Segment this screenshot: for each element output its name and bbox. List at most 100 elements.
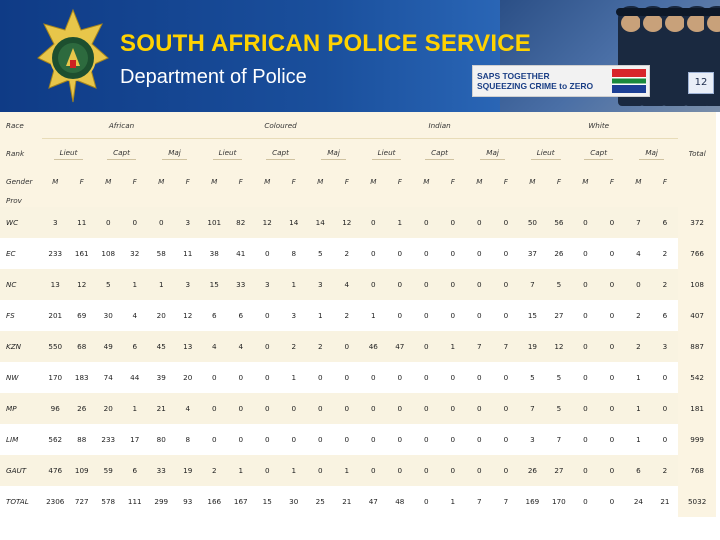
value-cell: 20 [148,300,175,331]
rank-header-text: Lieut [371,148,402,160]
value-cell: 96 [42,393,69,424]
value-cell: 0 [360,362,387,393]
rank-header-text: Maj [480,148,505,160]
value-cell: 6 [121,331,148,362]
value-cell: 0 [651,362,679,393]
value-cell: 15 [519,300,546,331]
rank-header-text: Maj [162,148,187,160]
value-cell: 1 [121,269,148,300]
value-cell: 0 [598,238,626,269]
table-row: KZN 550 68 49 6 45 13 4 4 0 2 2 0 46 47 0 1 7 7 19 12 0 0 2 3 887 [0,331,717,362]
gender-header-m: M [148,169,175,193]
page-subtitle: Department of Police [120,66,307,88]
value-cell: 166 [201,486,228,517]
gender-header-f: F [174,169,201,193]
rank-header-text: Capt [107,148,136,160]
prov-label: Prov [0,193,717,207]
value-cell: 20 [95,393,122,424]
total-cell: 766 [678,238,717,269]
rank-header-text: Capt [425,148,454,160]
province-cell: NW [0,362,42,393]
value-cell: 26 [68,393,95,424]
value-cell: 3 [651,331,679,362]
value-cell: 5 [545,393,573,424]
value-cell: 1 [439,486,467,517]
value-cell: 1 [439,331,467,362]
province-cell: NC [0,269,42,300]
value-cell: 11 [174,238,201,269]
value-cell: 0 [360,269,387,300]
value-cell: 1 [280,362,307,393]
value-cell: 0 [413,207,440,238]
rank-header-maj: Maj [625,138,679,169]
gender-header-m: M [466,169,493,193]
value-cell: 1 [280,269,307,300]
value-cell: 2 [280,331,307,362]
value-cell: 0 [572,331,599,362]
value-cell: 0 [492,207,520,238]
gender-header-f: F [227,169,254,193]
value-cell: 24 [625,486,652,517]
value-cell: 0 [307,424,334,455]
value-cell: 19 [174,455,201,486]
value-cell: 0 [360,238,387,269]
value-cell: 2 [651,238,679,269]
value-cell: 33 [227,269,254,300]
value-cell: 74 [95,362,122,393]
value-cell: 0 [651,393,679,424]
value-cell: 0 [148,207,175,238]
value-cell: 12 [545,331,573,362]
value-cell: 8 [280,238,307,269]
table-row: GAUT 476 109 59 6 33 19 2 1 0 1 0 1 0 0 0 0 0 0 26 27 0 0 6 2 768 [0,455,717,486]
value-cell: 0 [413,300,440,331]
value-cell: 0 [439,455,467,486]
value-cell: 48 [386,486,414,517]
value-cell: 0 [466,207,493,238]
table-row: EC 233 161 108 32 58 11 38 41 0 8 5 2 0 0 0 0 0 0 37 26 0 0 4 2 7… [0,238,717,269]
value-cell: 0 [254,455,281,486]
value-cell: 6 [651,207,679,238]
gender-header-m: M [42,169,69,193]
value-cell: 41 [227,238,254,269]
value-cell: 0 [572,424,599,455]
value-cell: 101 [201,207,228,238]
value-cell: 8 [174,424,201,455]
value-cell: 5 [545,362,573,393]
value-cell: 0 [572,362,599,393]
value-cell: 0 [466,362,493,393]
rank-header-lieut: Lieut [201,138,254,169]
slogan-line-1: SAPS TOGETHER [477,71,550,81]
race-african: African [42,112,201,139]
value-cell: 0 [572,238,599,269]
value-cell: 4 [174,393,201,424]
value-cell: 1 [121,393,148,424]
rank-header-text: Maj [321,148,346,160]
value-cell: 169 [519,486,546,517]
value-cell: 3 [280,300,307,331]
prov-header-row: Prov [0,193,717,207]
race-total-blank [678,112,717,139]
value-cell: 0 [598,455,626,486]
page-number: 12 [688,72,714,94]
value-cell: 0 [572,486,599,517]
gender-header-m: M [360,169,387,193]
value-cell: 82 [227,207,254,238]
value-cell: 4 [625,238,652,269]
value-cell: 578 [95,486,122,517]
gender-header-m: M [625,169,652,193]
value-cell: 0 [466,269,493,300]
value-cell: 2 [307,331,334,362]
total-cell: 542 [678,362,717,393]
value-cell: 7 [625,207,652,238]
value-cell: 0 [598,331,626,362]
province-cell: LIM [0,424,42,455]
race-label: Race [0,112,42,139]
value-cell: 1 [333,455,361,486]
value-cell: 5 [95,269,122,300]
value-cell: 3 [307,269,334,300]
value-cell: 183 [68,362,95,393]
value-cell: 30 [280,486,307,517]
value-cell: 3 [42,207,69,238]
value-cell: 30 [95,300,122,331]
value-cell: 0 [492,269,520,300]
